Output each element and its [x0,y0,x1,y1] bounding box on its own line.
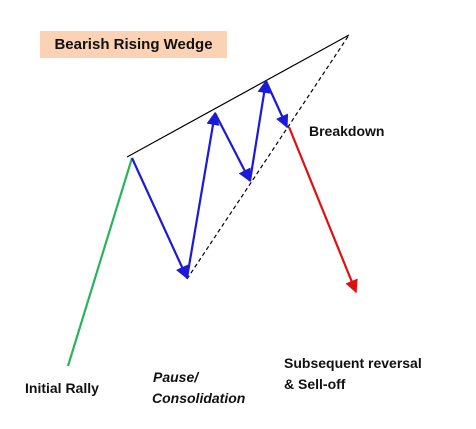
lower-trendline [186,34,350,280]
initial-rally-label: Initial Rally [25,380,99,396]
wedge-leg-2 [185,111,220,279]
upper-trendline [126,34,350,158]
pause-label-line2: Consolidation [152,390,246,406]
pause-label-line1: Pause/ [153,369,199,385]
wedge-leg-1 [131,157,189,280]
wedge-leg-5 [264,80,289,129]
wedge-leg-4 [248,79,271,182]
wedge-leg-3 [214,112,251,183]
title-background [40,31,227,58]
breakdown-label: Breakdown [309,123,385,139]
reversal-label-line2: & Sell-off [284,376,346,392]
sell-off-line [287,126,358,294]
diagram-title: Bearish Rising Wedge [54,36,213,53]
reversal-label-line1: Subsequent reversal [284,355,422,371]
initial-rally-line [66,157,134,367]
